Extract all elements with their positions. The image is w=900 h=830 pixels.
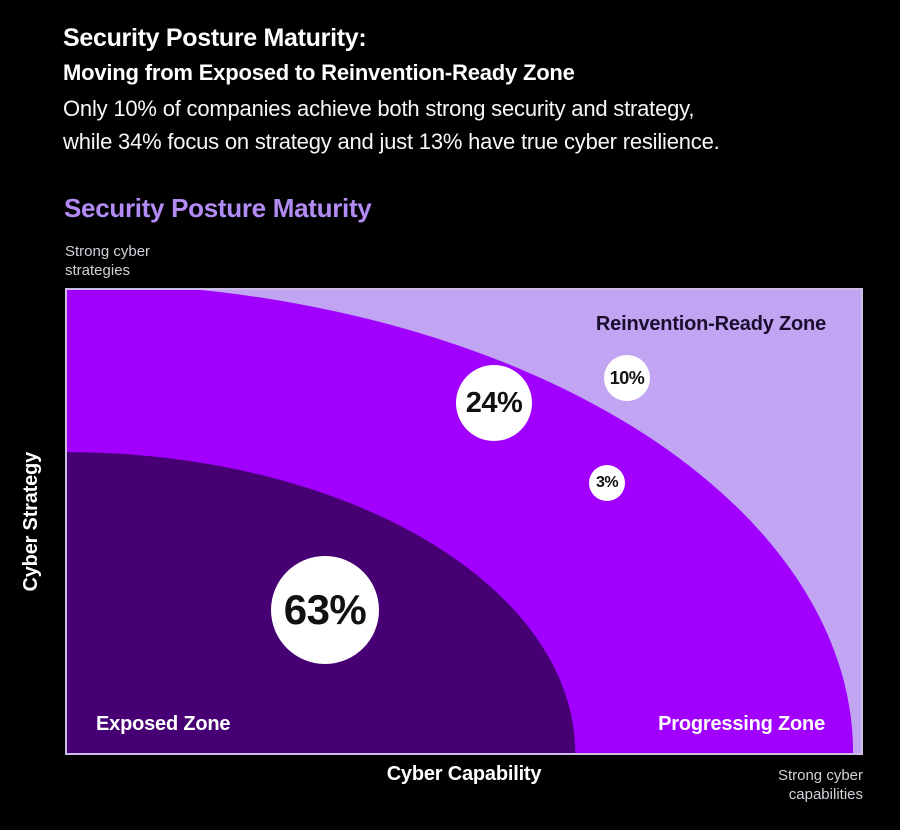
description-line-1: Only 10% of companies achieve both stron… xyxy=(63,96,695,121)
zone-label-exposed-zone: Exposed Zone xyxy=(96,713,231,735)
x-axis-title: Cyber Capability xyxy=(386,763,542,785)
zone-label-reinvention-ready-zone: Reinvention-Ready Zone xyxy=(595,313,826,335)
page-title: Security Posture Maturity: xyxy=(63,24,367,52)
bubble-3pct: 3% xyxy=(589,465,625,501)
y-axis-max-label-line-1: Strong cyber xyxy=(65,243,151,260)
zone-label-progressing-zone: Progressing Zone xyxy=(658,713,825,735)
chart-heading: Security Posture Maturity xyxy=(64,193,372,223)
bubble-24pct: 24% xyxy=(456,365,532,441)
y-axis-title-text: Cyber Strategy xyxy=(19,451,42,592)
plot-area: Reinvention-Ready Zone Progressing Zone Ex… xyxy=(65,288,863,755)
x-axis-max-label-line-1: Strong cyber xyxy=(777,767,863,784)
zone-chart-svg xyxy=(67,290,861,753)
y-axis-max-label-line-2: strategies xyxy=(65,262,131,279)
page-subtitle: Moving from Exposed to Reinvention-Ready… xyxy=(63,60,575,85)
bubble-63pct: 63% xyxy=(271,556,379,664)
y-axis-title: Cyber Strategy xyxy=(0,288,62,755)
description-line-2: while 34% focus on strategy and just 13%… xyxy=(63,129,720,154)
x-axis-max-label: Strong cyber capabilities xyxy=(663,766,863,804)
y-axis-max-label: Strong cyber strategies xyxy=(65,242,150,280)
bubble-10pct: 10% xyxy=(604,355,650,401)
x-axis-max-label-line-2: capabilities xyxy=(788,786,863,803)
page-description: Only 10% of companies achieve both stron… xyxy=(63,92,720,158)
